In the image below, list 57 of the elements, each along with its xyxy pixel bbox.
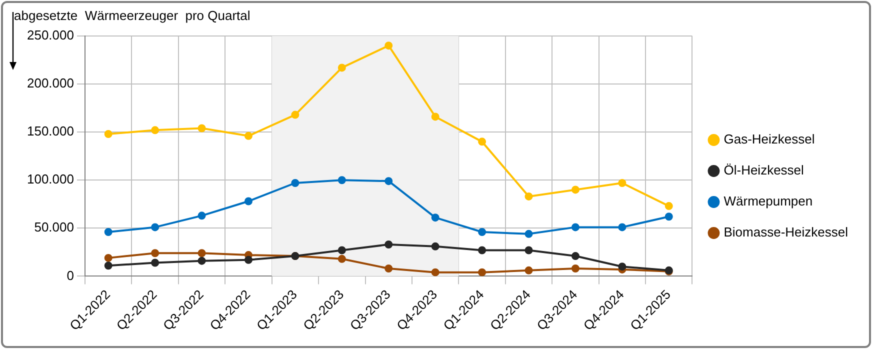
point [198, 212, 206, 220]
point [431, 268, 440, 276]
point [618, 262, 626, 271]
point [571, 252, 580, 260]
point [198, 249, 206, 258]
point [431, 112, 440, 121]
point [524, 192, 533, 200]
point [338, 254, 346, 263]
legend-label: Gas-Heizkessel [724, 132, 815, 147]
point [478, 138, 486, 146]
point [384, 240, 393, 248]
point [291, 179, 300, 187]
point [664, 212, 673, 221]
point [384, 264, 393, 273]
point [571, 223, 580, 232]
y-tick-label: 0 [66, 268, 74, 283]
point [618, 223, 626, 232]
point [338, 246, 346, 254]
point [198, 256, 206, 265]
point [244, 132, 252, 140]
point [104, 262, 112, 270]
point [571, 264, 580, 273]
point [151, 258, 160, 267]
point [431, 214, 440, 222]
point [338, 176, 346, 184]
point [198, 124, 206, 132]
point [524, 230, 533, 238]
point [478, 228, 486, 236]
point [478, 268, 486, 276]
point [151, 126, 160, 134]
y-tick-label: 150.000 [26, 124, 74, 139]
point [244, 256, 252, 264]
y-axis-title: abgesetzte Wärmeerzeuger pro Quartal [14, 8, 250, 23]
y-tick-label: 50.000 [34, 220, 74, 235]
point [291, 110, 300, 119]
point [384, 42, 393, 50]
point [524, 266, 533, 274]
point [104, 254, 112, 262]
y-tick-label: 200.000 [26, 76, 74, 91]
point [431, 242, 440, 250]
point [618, 179, 626, 187]
point [244, 197, 252, 206]
point [571, 186, 580, 194]
point [384, 177, 393, 186]
legend-label: Biomasse-Heizkessel [724, 224, 848, 240]
point [104, 130, 112, 138]
legend-label: Öl-Heizkessel [724, 162, 804, 178]
point [478, 246, 486, 254]
point [151, 249, 160, 258]
point [664, 202, 673, 210]
y-tick-label: 250.000 [26, 28, 74, 43]
point [524, 246, 533, 254]
legend-label: Wärmepumpen [724, 194, 813, 209]
y-tick-label: 100.000 [26, 172, 74, 187]
point [338, 64, 346, 72]
point [151, 223, 160, 232]
point [104, 228, 112, 236]
